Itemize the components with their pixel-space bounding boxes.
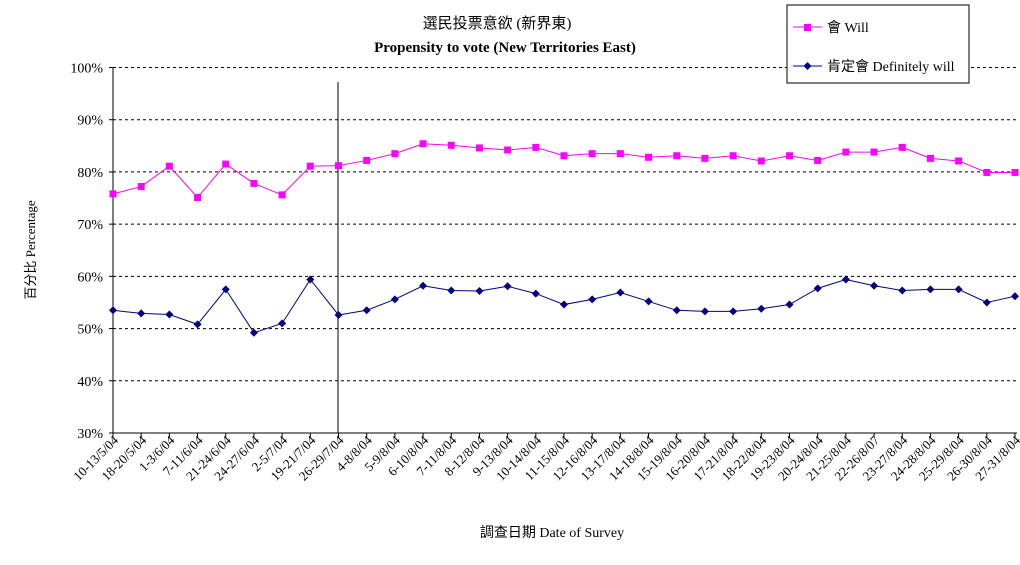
series-line-0 <box>112 143 1015 199</box>
data-point-definitely-will <box>1011 292 1019 301</box>
legend: 會 Will 肯定會 Definitely will <box>786 4 970 84</box>
data-point-will <box>983 168 991 176</box>
data-point-definitely-will <box>137 309 146 318</box>
data-point-definitely-will <box>560 300 568 309</box>
chart-subtitle: Propensity to vote (New Territories East… <box>374 40 636 56</box>
legend-marker-will <box>804 24 811 31</box>
data-point-will <box>532 143 540 151</box>
data-point-definitely-will <box>813 284 822 293</box>
data-point-will <box>729 152 737 160</box>
data-point-definitely-will <box>109 306 117 315</box>
y-tick-label: 90% <box>77 114 103 129</box>
data-point-definitely-will <box>644 297 653 306</box>
y-tick-label: 40% <box>77 375 103 390</box>
data-point-will <box>673 152 681 160</box>
y-tick-label: 50% <box>77 323 103 338</box>
chart-title: 選民投票意欲 (新界東) <box>423 14 572 32</box>
data-point-will <box>616 150 624 158</box>
data-point-definitely-will <box>588 295 597 304</box>
y-tick-label: 60% <box>77 270 103 285</box>
data-point-will <box>955 157 963 165</box>
y-tick-label: 80% <box>77 166 103 181</box>
series-layer <box>109 82 1019 433</box>
legend-label-definitely-will: 肯定會 Definitely will <box>827 59 955 75</box>
data-point-will <box>757 157 765 165</box>
data-point-definitely-will <box>362 306 371 315</box>
data-point-will <box>870 148 878 156</box>
data-point-will <box>335 162 342 170</box>
data-point-definitely-will <box>841 275 850 284</box>
data-point-will <box>222 160 230 168</box>
data-point-will <box>588 150 596 158</box>
x-axis-ticks: 10-13/5/0418-20/5/041-3/6/047-11/6/0421-… <box>70 432 1020 483</box>
data-point-definitely-will <box>785 300 794 309</box>
data-point-will <box>363 156 371 164</box>
data-point-will <box>109 190 117 198</box>
data-point-will <box>419 140 427 148</box>
data-point-will <box>391 150 399 158</box>
data-point-definitely-will <box>447 286 456 295</box>
data-point-will <box>1011 168 1019 176</box>
data-point-definitely-will <box>503 282 512 291</box>
legend-marker-definitely-will <box>803 62 812 70</box>
y-axis-label: 百分比 Percentage <box>23 200 38 300</box>
data-point-definitely-will <box>870 281 879 290</box>
legend-box <box>786 4 970 84</box>
y-tick-label: 70% <box>77 218 103 233</box>
data-point-definitely-will <box>278 319 287 328</box>
data-point-will <box>645 153 653 161</box>
data-point-definitely-will <box>898 286 907 295</box>
data-point-will <box>560 152 568 160</box>
data-point-definitely-will <box>475 286 484 295</box>
y-axis-ticks: 30% 40% 50% 60% 70% 80% 90% 100% <box>70 62 113 442</box>
data-point-definitely-will <box>334 310 343 319</box>
data-point-definitely-will <box>306 275 315 284</box>
data-point-will <box>447 141 455 149</box>
data-point-will <box>165 162 173 170</box>
data-point-definitely-will <box>249 328 258 337</box>
x-axis-label: 調查日期 Date of Survey <box>480 525 624 541</box>
data-point-will <box>898 143 906 151</box>
data-point-will <box>278 191 286 199</box>
data-point-definitely-will <box>700 307 709 316</box>
data-point-definitely-will <box>419 281 428 290</box>
y-tick-label: 100% <box>70 62 103 77</box>
data-point-definitely-will <box>193 320 202 329</box>
data-point-definitely-will <box>390 295 399 304</box>
data-point-definitely-will <box>729 307 738 316</box>
data-point-will <box>250 179 258 187</box>
data-point-will <box>842 148 850 156</box>
data-point-definitely-will <box>165 310 174 319</box>
data-point-will <box>504 146 512 154</box>
data-point-will <box>475 144 483 152</box>
data-point-will <box>926 154 934 162</box>
data-point-definitely-will <box>982 298 991 307</box>
data-point-will <box>814 156 822 164</box>
data-point-definitely-will <box>616 288 625 297</box>
data-point-definitely-will <box>221 285 230 294</box>
data-point-definitely-will <box>926 285 935 294</box>
y-tick-label: 30% <box>77 427 103 442</box>
gridlines <box>112 67 1017 434</box>
data-point-will <box>306 162 314 170</box>
data-point-will <box>194 194 202 202</box>
data-point-will <box>786 152 793 160</box>
data-point-will <box>137 183 145 191</box>
legend-label-will: 會 Will <box>827 20 869 36</box>
data-point-definitely-will <box>954 285 963 294</box>
data-point-definitely-will <box>672 306 681 315</box>
data-point-will <box>701 154 709 162</box>
data-point-definitely-will <box>531 289 540 298</box>
data-point-definitely-will <box>757 304 766 313</box>
